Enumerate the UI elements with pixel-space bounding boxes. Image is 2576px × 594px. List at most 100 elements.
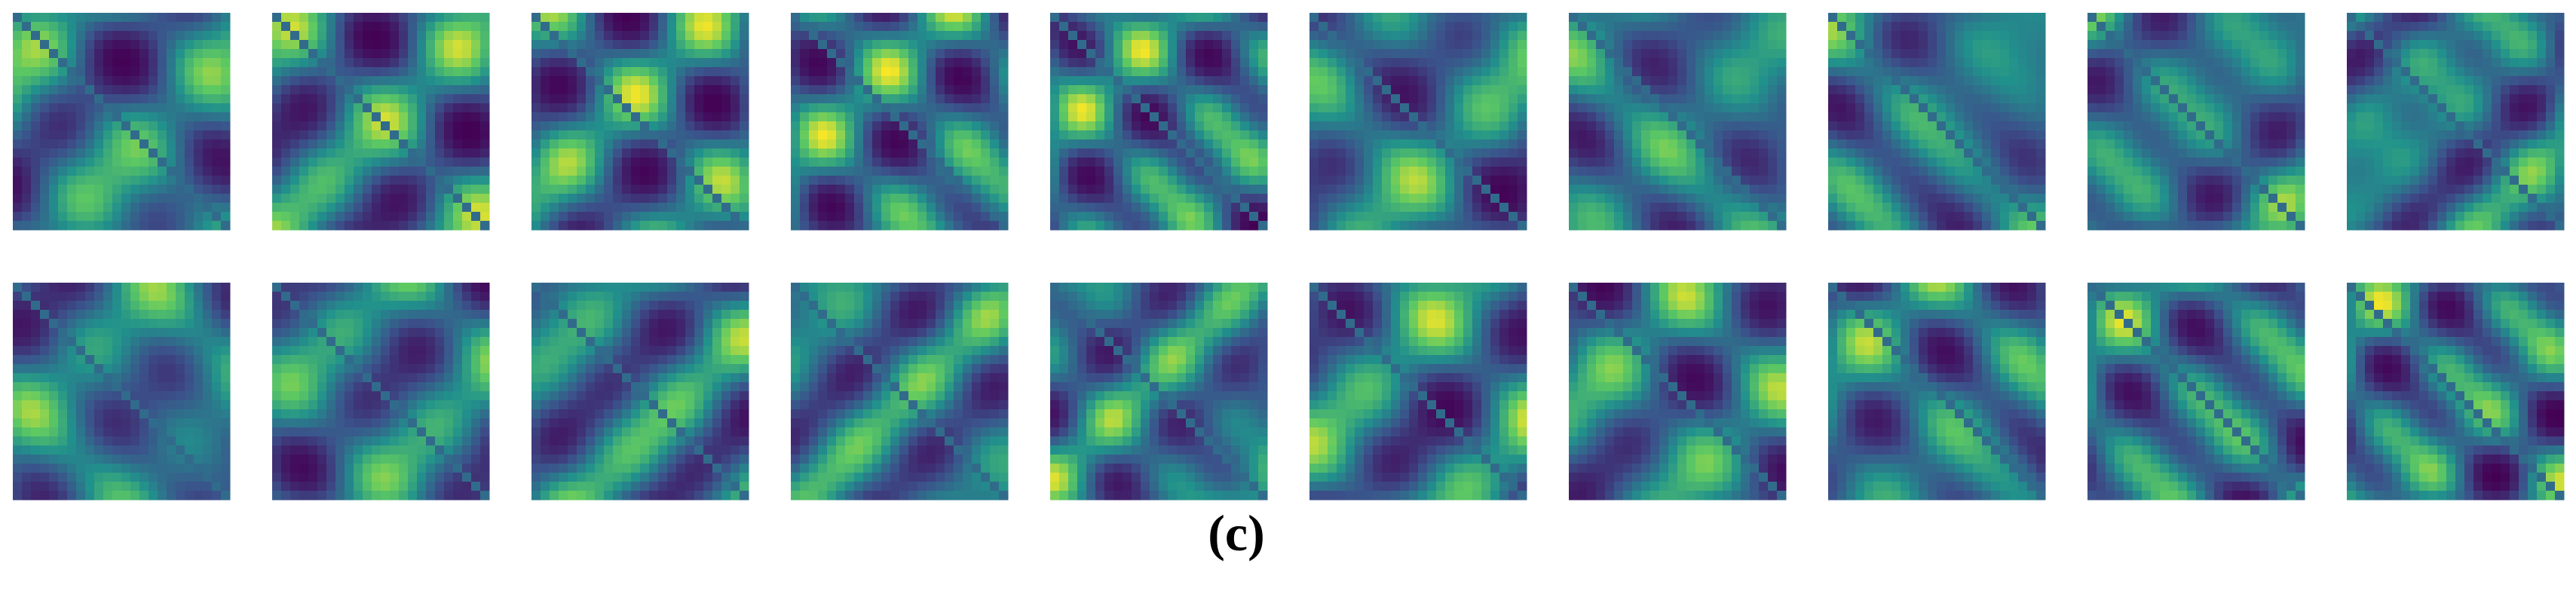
- heatmap-cell: [2296, 112, 2305, 122]
- heatmap-cell: [1518, 76, 1527, 86]
- heatmap-cell: [1418, 67, 1428, 77]
- heatmap-cell: [604, 103, 614, 113]
- heatmap-cell: [372, 67, 381, 77]
- heatmap-cell: [2018, 31, 2028, 41]
- heatmap-cell: [308, 139, 318, 149]
- heatmap-cell: [1104, 85, 1114, 95]
- heatmap-cell: [1382, 121, 1392, 131]
- heatmap-cell: [800, 139, 810, 149]
- heatmap-cell: [649, 185, 659, 194]
- heatmap-cell: [1686, 139, 1696, 149]
- heatmap-cell: [1150, 121, 1159, 131]
- heatmap-cell: [2250, 103, 2260, 113]
- heatmap-cell: [94, 167, 104, 176]
- heatmap-cell: [408, 212, 418, 222]
- heatmap-cell: [586, 49, 596, 59]
- heatmap-cell: [1901, 58, 1910, 68]
- heatmap-cell: [1873, 221, 1883, 231]
- heatmap-cell: [658, 176, 668, 185]
- heatmap-cell: [1587, 58, 1597, 68]
- heatmap-cell: [1596, 130, 1606, 140]
- heatmap-cell: [863, 103, 873, 113]
- heatmap-cell: [299, 85, 309, 95]
- heatmap-cell: [1355, 176, 1365, 185]
- heatmap-cell: [1231, 22, 1241, 32]
- heatmap-cell: [2169, 103, 2179, 113]
- heatmap-cell: [936, 67, 945, 77]
- heatmap-cell: [167, 13, 176, 23]
- heatmap-cell: [2287, 103, 2296, 113]
- heatmap-cell: [1204, 112, 1214, 122]
- heatmap-cell: [1723, 58, 1732, 68]
- heatmap-cell: [1828, 167, 1838, 176]
- heatmap-cell: [1686, 158, 1696, 167]
- heatmap-cell: [1123, 121, 1132, 131]
- heatmap-cell: [335, 13, 345, 23]
- heatmap-cell: [417, 121, 427, 131]
- heatmap-cell: [1463, 139, 1473, 149]
- heatmap-cell: [1759, 103, 1769, 113]
- heatmap-cell: [1472, 67, 1482, 77]
- heatmap-cell: [2241, 49, 2251, 59]
- heatmap-cell: [1328, 22, 1337, 32]
- heatmap-cell: [1741, 103, 1751, 113]
- heatmap-cell: [1777, 121, 1787, 131]
- heatmap-cell: [872, 85, 882, 95]
- heatmap-cell: [1855, 121, 1865, 131]
- heatmap-cell: [1159, 58, 1169, 68]
- heatmap-cell: [1400, 85, 1410, 95]
- heatmap-cell: [354, 212, 363, 222]
- heatmap-cell: [390, 221, 400, 231]
- heatmap-cell: [531, 112, 541, 122]
- heatmap-cell: [1355, 139, 1365, 149]
- heatmap-cell: [1614, 167, 1624, 176]
- heatmap-cell: [1828, 58, 1838, 68]
- heatmap-cell: [121, 139, 131, 149]
- heatmap-cell: [827, 121, 837, 131]
- heatmap-cell: [112, 94, 122, 104]
- heatmap-cell: [1490, 221, 1500, 231]
- heatmap-cell: [1723, 49, 1732, 59]
- heatmap-cell: [1204, 185, 1214, 194]
- heatmap-cell: [453, 158, 463, 167]
- heatmap-cell: [827, 31, 837, 41]
- heatmap-cell: [990, 94, 1000, 104]
- heatmap-cell: [740, 212, 749, 222]
- heatmap-cell: [568, 148, 577, 158]
- heatmap-cell: [1418, 49, 1428, 59]
- heatmap-cell: [31, 148, 41, 158]
- heatmap-cell: [58, 167, 68, 176]
- heatmap-cell: [1777, 167, 1787, 176]
- heatmap-cell: [444, 130, 454, 140]
- heatmap-cell: [2232, 58, 2242, 68]
- heatmap-cell: [1204, 158, 1214, 167]
- heatmap-cell: [121, 94, 131, 104]
- heatmap-cell: [1177, 221, 1187, 231]
- heatmap-cell: [335, 31, 345, 41]
- heatmap-cell: [480, 94, 490, 104]
- heatmap-cell: [2250, 58, 2260, 68]
- heatmap-cell: [203, 121, 213, 131]
- heatmap-cell: [845, 76, 855, 86]
- heatmap-cell: [1964, 85, 1974, 95]
- heatmap-cell: [453, 203, 463, 213]
- heatmap-cell: [2036, 139, 2046, 149]
- heatmap-cell: [2187, 94, 2197, 104]
- heatmap-cell: [1213, 203, 1223, 213]
- heatmap-cell: [1973, 49, 1983, 59]
- heatmap-cell: [1982, 94, 1992, 104]
- heatmap-cell: [568, 185, 577, 194]
- heatmap-cell: [1409, 121, 1419, 131]
- heatmap-cell: [372, 130, 381, 140]
- heatmap-cell: [2214, 31, 2224, 41]
- heatmap-cell: [1168, 176, 1178, 185]
- heatmap-cell: [899, 121, 909, 131]
- heatmap-cell: [854, 31, 864, 41]
- heatmap-cell: [2241, 121, 2251, 131]
- heatmap-cell: [2187, 31, 2197, 41]
- heatmap-cell: [649, 158, 659, 167]
- heatmap-cell: [2133, 31, 2143, 41]
- heatmap-cell: [1777, 112, 1787, 122]
- heatmap-cell: [1427, 31, 1437, 41]
- heatmap-cell: [1123, 148, 1132, 158]
